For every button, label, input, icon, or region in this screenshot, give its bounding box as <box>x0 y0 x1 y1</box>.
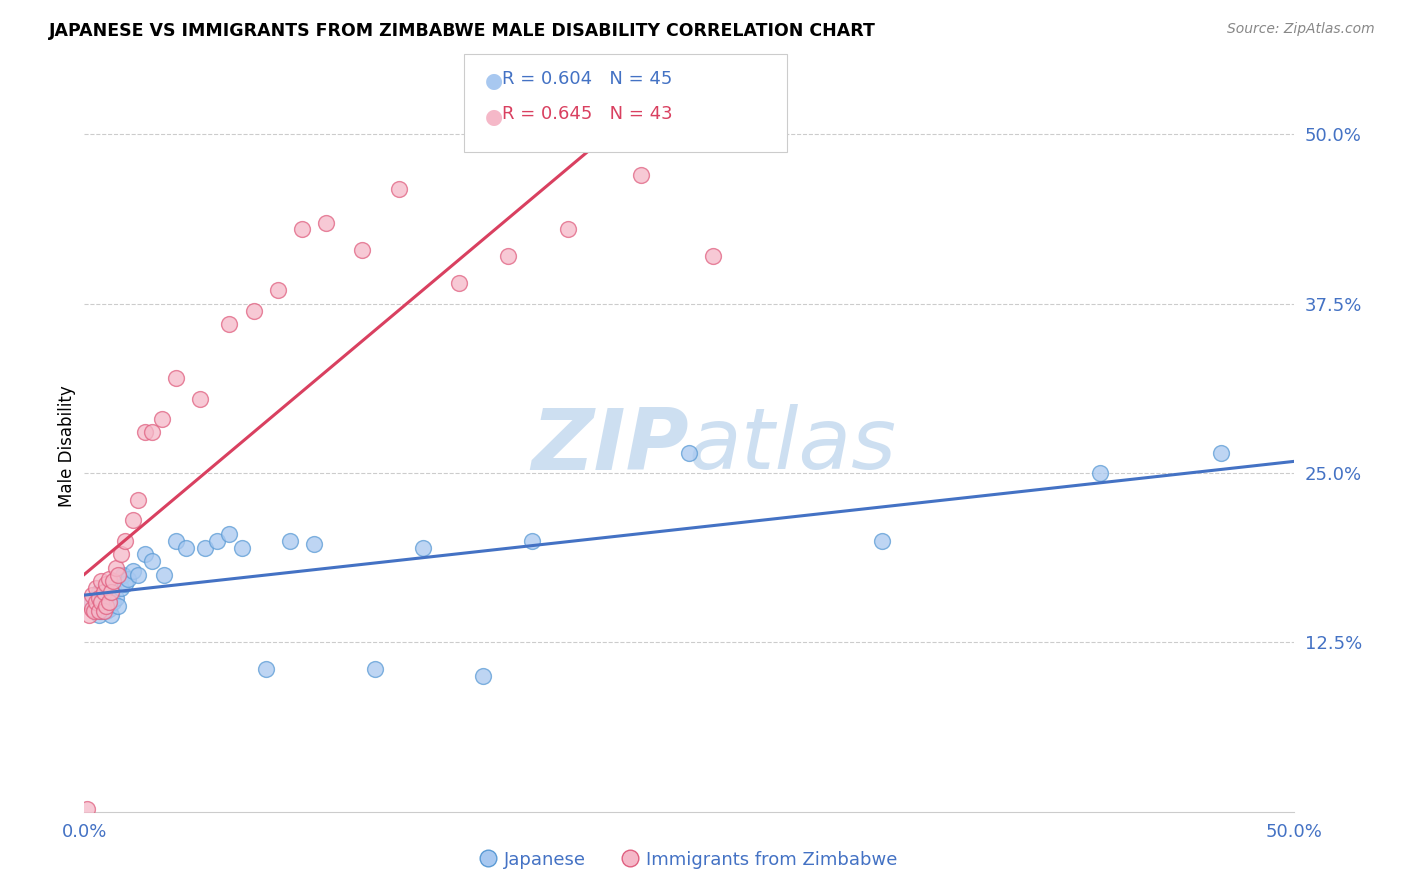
Point <box>150 412 173 426</box>
Point <box>114 577 136 591</box>
Point <box>80 588 103 602</box>
Point <box>190 392 212 406</box>
Point <box>87 604 110 618</box>
Point <box>141 425 163 440</box>
Legend: Japanese, Immigrants from Zimbabwe: Japanese, Immigrants from Zimbabwe <box>474 844 904 876</box>
Point <box>165 533 187 548</box>
Point <box>496 249 519 263</box>
Point <box>94 595 117 609</box>
Point <box>94 577 117 591</box>
Point <box>76 802 98 816</box>
Point <box>112 567 135 582</box>
Point <box>872 533 894 548</box>
Text: ●: ● <box>485 71 503 91</box>
Point <box>121 514 143 528</box>
Point <box>218 317 240 331</box>
Point <box>76 595 98 609</box>
Point <box>1088 466 1111 480</box>
Point <box>100 585 122 599</box>
Point <box>267 283 290 297</box>
Point <box>93 585 115 599</box>
Point <box>630 168 652 182</box>
Point <box>117 572 139 586</box>
Point <box>134 547 156 561</box>
Point <box>207 533 229 548</box>
Point <box>194 541 217 555</box>
Point <box>114 533 136 548</box>
Point <box>352 243 374 257</box>
Point <box>121 564 143 578</box>
Text: ZIP: ZIP <box>531 404 689 488</box>
Point <box>103 595 125 609</box>
Point <box>97 601 120 615</box>
Point <box>100 608 122 623</box>
Point <box>291 222 314 236</box>
Point <box>153 567 176 582</box>
Text: ●: ● <box>485 107 503 127</box>
Text: R = 0.604   N = 45: R = 0.604 N = 45 <box>502 70 672 87</box>
Point <box>83 604 105 618</box>
Point <box>107 567 129 582</box>
Point <box>97 595 120 609</box>
Point <box>90 595 112 609</box>
Point <box>678 446 700 460</box>
Point <box>103 574 125 589</box>
Point <box>103 581 125 595</box>
Point <box>94 604 117 618</box>
Point <box>141 554 163 568</box>
Point <box>100 585 122 599</box>
Text: atlas: atlas <box>689 404 897 488</box>
Y-axis label: Male Disability: Male Disability <box>58 385 76 507</box>
Point <box>412 541 434 555</box>
Point <box>388 181 411 195</box>
Point <box>104 561 127 575</box>
Point <box>97 572 120 586</box>
Point <box>242 303 264 318</box>
Point <box>315 215 337 229</box>
Point <box>87 608 110 623</box>
Point <box>110 547 132 561</box>
Point <box>302 536 325 550</box>
Point <box>94 599 117 613</box>
Point <box>278 533 301 548</box>
Point <box>107 599 129 613</box>
Point <box>557 222 579 236</box>
Point <box>93 588 115 602</box>
Point <box>363 663 385 677</box>
Point <box>80 601 103 615</box>
Point <box>231 541 253 555</box>
Point <box>87 585 110 599</box>
Point <box>134 425 156 440</box>
Point <box>520 533 543 548</box>
Point <box>110 581 132 595</box>
Point <box>449 277 471 291</box>
Point <box>90 595 112 609</box>
Point <box>90 574 112 589</box>
Point <box>93 604 115 618</box>
Point <box>97 591 120 605</box>
Point <box>86 595 108 609</box>
Text: R = 0.645   N = 43: R = 0.645 N = 43 <box>502 105 672 123</box>
Point <box>165 371 187 385</box>
Point <box>472 669 495 683</box>
Point <box>86 591 108 605</box>
Point <box>127 567 149 582</box>
Text: Source: ZipAtlas.com: Source: ZipAtlas.com <box>1227 22 1375 37</box>
Point <box>86 581 108 595</box>
Point <box>83 601 105 615</box>
Point <box>77 595 100 609</box>
Point <box>104 591 127 605</box>
Point <box>174 541 197 555</box>
Point <box>702 249 724 263</box>
Point <box>127 493 149 508</box>
Point <box>77 608 100 623</box>
Text: JAPANESE VS IMMIGRANTS FROM ZIMBABWE MALE DISABILITY CORRELATION CHART: JAPANESE VS IMMIGRANTS FROM ZIMBABWE MAL… <box>49 22 876 40</box>
Point <box>1209 446 1232 460</box>
Point <box>87 591 110 605</box>
Point <box>90 604 112 618</box>
Point <box>254 663 277 677</box>
Point <box>218 527 240 541</box>
Point <box>93 599 115 613</box>
